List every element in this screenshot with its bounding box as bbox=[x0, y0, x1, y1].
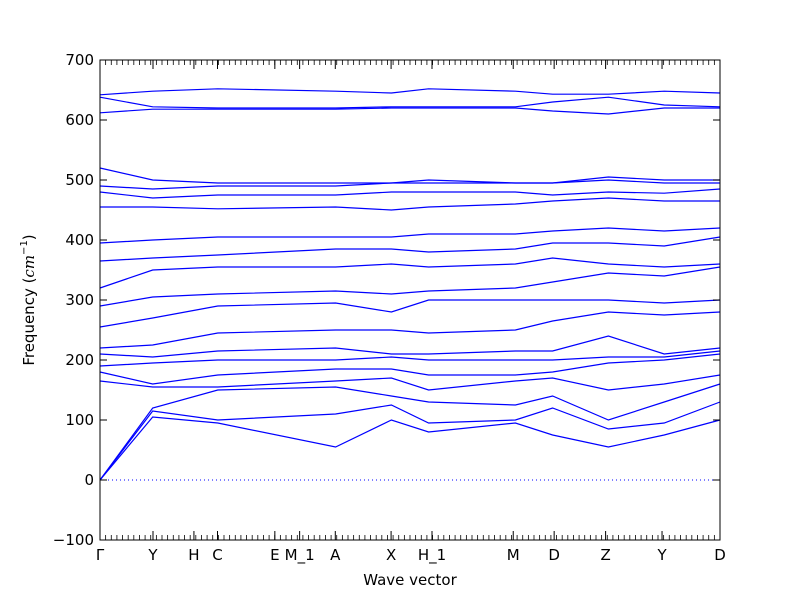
y-axis-title-exponent: −1 bbox=[19, 240, 30, 255]
band-line bbox=[99, 353, 721, 385]
band-line bbox=[99, 188, 721, 199]
x-tick-label: Z bbox=[600, 546, 610, 564]
x-axis-title: Wave vector bbox=[363, 571, 457, 589]
y-tick-label: 500 bbox=[65, 171, 94, 189]
y-axis-title-main: Frequency ( bbox=[20, 278, 38, 366]
y-tick-label: 0 bbox=[84, 471, 94, 489]
y-axis-title-unit: cm bbox=[20, 255, 38, 278]
y-axis-title-close: ) bbox=[20, 234, 38, 240]
band-line bbox=[99, 383, 721, 481]
band-line bbox=[99, 88, 721, 96]
x-tick-label: H_1 bbox=[418, 546, 446, 565]
band-line bbox=[99, 167, 720, 184]
band-line bbox=[99, 311, 721, 349]
band-line bbox=[100, 197, 720, 211]
band-line bbox=[99, 257, 721, 289]
band-line bbox=[99, 350, 721, 367]
y-tick-label: 400 bbox=[65, 231, 94, 249]
x-tick-label: H bbox=[188, 546, 199, 564]
band-line bbox=[99, 107, 720, 115]
x-tick-label: C bbox=[212, 546, 222, 564]
y-tick-label: 100 bbox=[65, 411, 94, 429]
x-tick-label: M_1 bbox=[285, 546, 315, 565]
y-axis-title: Frequency (cm−1) bbox=[19, 234, 38, 365]
band-line bbox=[99, 374, 721, 391]
band-line bbox=[99, 299, 721, 328]
x-tick-label: M bbox=[507, 546, 520, 564]
band-line bbox=[99, 227, 721, 244]
band-line bbox=[99, 416, 721, 481]
y-tick-label: 700 bbox=[65, 51, 94, 69]
band-line bbox=[99, 236, 721, 262]
x-ticks: Γ Y H C E M_1 A X H_1 M D Z Y D bbox=[96, 60, 726, 565]
plot-area bbox=[100, 60, 720, 540]
y-tick-label: 300 bbox=[65, 291, 94, 309]
x-tick-label: A bbox=[330, 546, 341, 564]
band-line bbox=[99, 266, 721, 307]
x-tick-label: Y bbox=[147, 546, 158, 564]
x-tick-label: Γ bbox=[96, 546, 105, 564]
band-line bbox=[99, 96, 721, 109]
x-tick-label: D bbox=[714, 546, 726, 564]
x-tick-label: E bbox=[270, 546, 279, 564]
y-tick-label: −100 bbox=[53, 531, 94, 549]
band-line bbox=[99, 401, 721, 481]
x-tick-label: X bbox=[386, 546, 396, 564]
plot-frame bbox=[99, 59, 721, 541]
band-line bbox=[99, 179, 720, 190]
y-tick-label: 200 bbox=[65, 351, 94, 369]
band-line bbox=[99, 335, 721, 358]
phonon-bands bbox=[99, 88, 721, 481]
x-tick-label: Y bbox=[656, 546, 667, 564]
y-tick-label: 600 bbox=[65, 111, 94, 129]
x-tick-label: D bbox=[548, 546, 560, 564]
